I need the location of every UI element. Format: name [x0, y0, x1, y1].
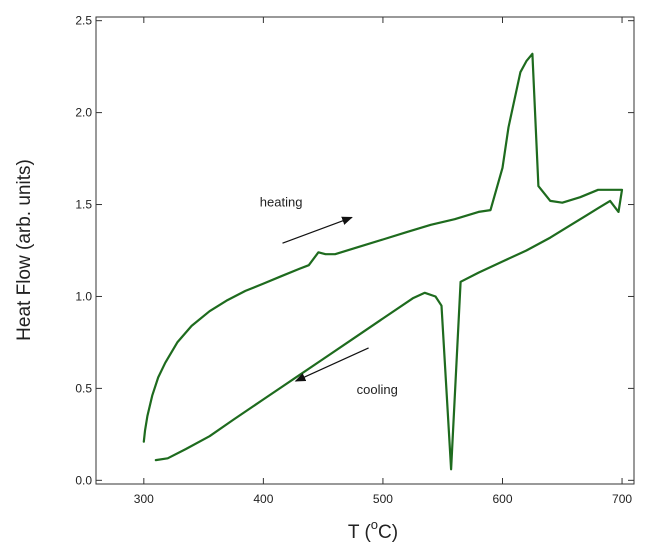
y-tick-label: 2.0 [75, 106, 92, 120]
y-tick-label: 0.0 [75, 473, 92, 487]
x-axis-label-suffix: C) [378, 522, 398, 543]
x-axis-label: T (oC) [348, 517, 398, 543]
direction-arrow [294, 347, 369, 382]
x-axis-ticks: 300 400 500 600 700 [134, 17, 632, 506]
x-axis-label-prefix: T ( [348, 522, 372, 543]
plot-frame [95, 16, 635, 485]
y-tick-label: 1.0 [75, 289, 92, 303]
annotation-layer: heating cooling [260, 194, 398, 397]
y-tick-label: 1.5 [75, 198, 92, 212]
annotation-cooling: cooling [357, 382, 398, 397]
direction-arrow [282, 216, 353, 244]
y-tick-label: 0.5 [75, 381, 92, 395]
series-layer [142, 52, 624, 471]
y-axis-ticks: 0.0 0.5 1.0 1.5 2.0 2.5 [75, 14, 634, 487]
y-tick-label: 2.5 [75, 14, 92, 28]
x-tick-label: 500 [373, 492, 393, 506]
x-axis-label-superscript: o [371, 517, 378, 532]
annotation-heating: heating [260, 194, 303, 209]
y-axis-label: Heat Flow (arb. units) [14, 159, 35, 341]
x-tick-label: 400 [253, 492, 273, 506]
x-tick-label: 700 [612, 492, 632, 506]
x-tick-label: 300 [134, 492, 154, 506]
series-line [142, 52, 624, 471]
x-tick-label: 600 [492, 492, 512, 506]
